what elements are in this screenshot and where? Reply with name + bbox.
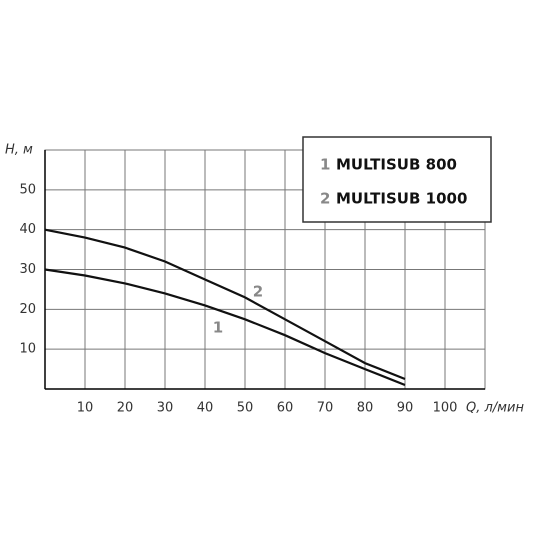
x-tick-label: 20 <box>117 401 134 416</box>
curve <box>44 228 406 381</box>
y-axis-label: H, м <box>5 143 33 158</box>
y-tick-label: 50 <box>19 182 36 197</box>
y-tick-label: 20 <box>19 302 36 317</box>
curve <box>44 268 406 387</box>
x-tick-label: 10 <box>77 401 94 416</box>
curve-label: 1 <box>213 319 223 337</box>
curve-label: 2 <box>253 283 263 301</box>
y-tick-label: 40 <box>19 222 36 237</box>
legend-number: 2 <box>320 190 330 208</box>
x-axis-label: Q, л/мин <box>466 401 524 416</box>
x-tick-label: 50 <box>237 401 254 416</box>
legend-number: 1 <box>320 156 330 174</box>
x-tick-label: 100 <box>433 401 458 416</box>
x-tick-label: 70 <box>317 401 334 416</box>
y-tick-label: 30 <box>19 262 36 277</box>
legend-label: MULTISUB 800 <box>336 156 457 174</box>
y-tick-label: 10 <box>19 342 36 357</box>
x-tick-label: 90 <box>397 401 414 416</box>
legend-label: MULTISUB 1000 <box>336 190 467 208</box>
x-tick-label: 30 <box>157 401 174 416</box>
x-tick-label: 60 <box>277 401 294 416</box>
x-tick-label: 40 <box>197 401 214 416</box>
legend-box <box>302 136 492 223</box>
x-tick-label: 80 <box>357 401 374 416</box>
